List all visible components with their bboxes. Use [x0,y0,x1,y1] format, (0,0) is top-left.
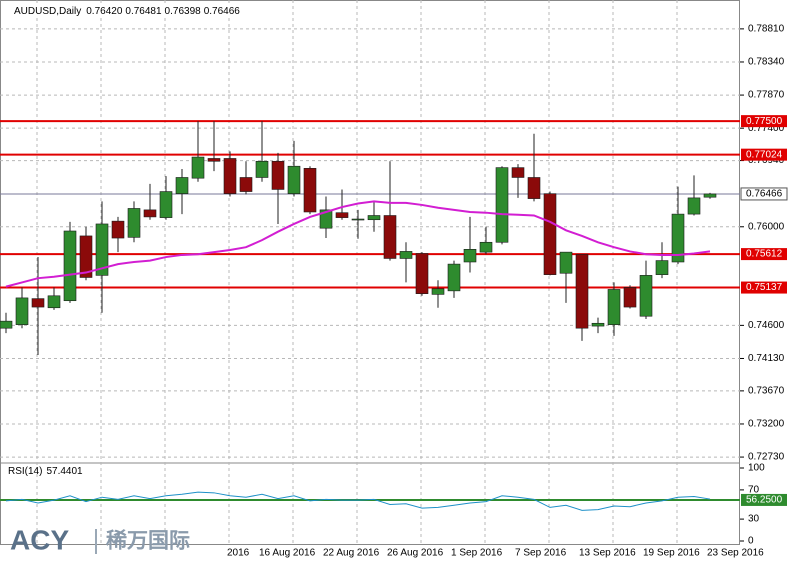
y-tick-label: 0.76940 [748,155,785,166]
candle-body [543,193,557,275]
x-tick-label: 2016 [227,548,250,559]
candle-body [639,275,653,317]
candle-body [447,263,461,292]
chart-layer [0,28,740,511]
candle-body [15,297,29,325]
candle-body [303,168,317,213]
x-tick-label: 1 Sep 2016 [451,548,503,559]
candle-body [111,220,125,239]
candle-body [367,215,381,221]
level-box [741,115,787,128]
y-tick-label: 0.78810 [748,24,785,35]
level-label: 0.77500 [746,116,783,127]
y-tick-label: 0.73200 [748,419,785,430]
rsi-header: RSI(14) 57.4401 [8,466,83,477]
candle-body [287,165,301,194]
y-tick-label: 0.78340 [748,57,785,68]
level-label: 0.77024 [746,149,783,160]
y-tick-label: 0.72730 [748,452,785,463]
rsi-level-label: 56.2500 [746,495,783,506]
candle-body [575,253,589,329]
header-bg [4,3,234,17]
candle-body [207,158,221,162]
rsi-title: RSI(14) [8,466,42,477]
y-tick-label: 0.77870 [748,90,785,101]
candle-body [415,253,429,294]
level-label: 0.75612 [746,249,783,260]
candle-body [399,251,413,259]
y-tick-label: 0.74130 [748,353,785,364]
y-tick-label: 0.74600 [748,320,785,331]
candle-body [255,160,269,178]
price-label: 0.76466 [746,189,783,200]
candle-body [239,177,253,192]
close-label: 0.76466 [204,6,241,17]
candle-body [79,235,93,278]
candle-body [335,212,349,218]
x-tick-label: 16 Aug 2016 [259,548,316,559]
candle-body [47,295,61,309]
candle-body [687,197,701,215]
candle-body [383,215,397,259]
candle-body [191,156,205,179]
candle-body [127,208,141,238]
rsi-line [5,491,711,511]
candle-body [31,298,45,308]
candle-body [223,158,237,194]
candle-body [63,230,77,302]
x-tick-label: 19 Sep 2016 [643,548,700,559]
vertical-grid [36,0,678,545]
level-label: 0.75137 [746,282,783,293]
x-tick-label: 23 Sep 2016 [707,548,764,559]
candle-body [95,223,109,276]
low-label: 0.76398 [165,6,202,17]
candle-body [431,288,445,295]
candle-body [479,241,493,253]
candle-body [0,320,13,329]
high-label: 0.76481 [125,6,162,17]
open-label: 0.76420 [86,6,123,17]
rsi-tick-label: 100 [748,463,765,474]
logo-chinese: 稀万国际 [106,529,190,553]
logo-brand: ACY [10,524,69,555]
y-tick-label: 0.77400 [748,123,785,134]
candle-body [623,287,637,308]
candle-body [143,209,157,218]
candle-body [655,260,669,275]
rsi-tick-label: 70 [748,485,760,496]
level-box [741,281,787,294]
x-tick-label: 13 Sep 2016 [579,548,636,559]
candle-body [351,218,365,221]
x-tick-label: 22 Aug 2016 [323,548,380,559]
rsi-tick-label: 30 [748,514,760,525]
rsi-value: 57.4401 [46,466,83,477]
rsi-level-box [741,493,787,506]
candle-body [559,251,573,274]
x-tick-label: 7 Sep 2016 [515,548,567,559]
candle-body [511,167,525,178]
plot-border [0,0,740,545]
candle-body [271,160,285,190]
candle-body [159,191,173,218]
candle-body [607,289,621,325]
symbol: AUDUSD,Daily [14,6,81,17]
header: AUDUSD,Daily 0.76420 0.76481 0.76398 0.76466 [14,6,240,17]
candle-body [671,213,685,263]
candle-body [175,177,189,194]
candle-body [591,322,605,327]
candle-body [495,167,509,243]
rsi-tick-label: 0 [748,536,754,547]
y-tick-label: 0.76000 [748,221,785,232]
candle-body [319,209,333,229]
level-box [741,148,787,161]
y-tick-label: 0.73670 [748,386,785,397]
candle-body [703,193,717,198]
x-tick-label: 26 Aug 2016 [387,548,444,559]
moving-average [5,200,711,288]
level-box [741,248,787,261]
candle-body [527,177,541,199]
candle-body [463,249,477,263]
price-box [740,187,788,201]
